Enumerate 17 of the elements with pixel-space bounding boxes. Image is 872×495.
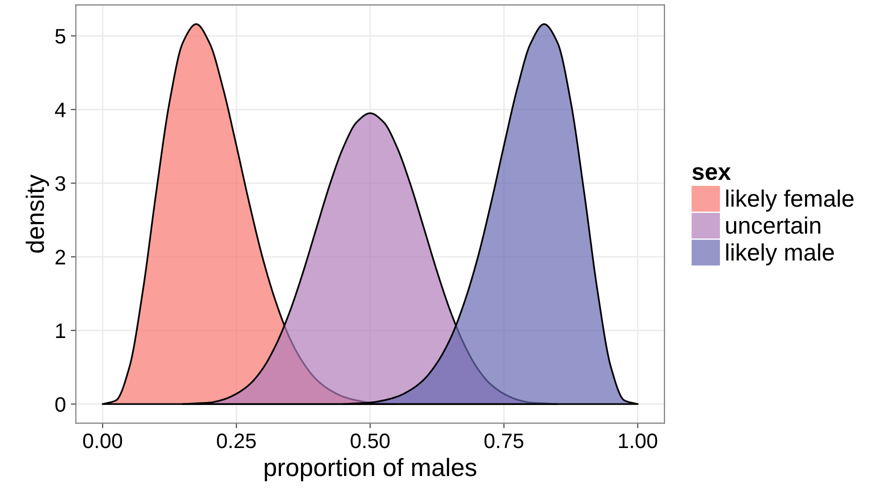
y-tick-label: 5: [55, 29, 66, 44]
y-tick-label: 4: [55, 102, 66, 118]
x-tick-label: 0.75: [484, 433, 524, 448]
x-axis-title: proportion of males: [264, 458, 476, 482]
legend-label: uncertain: [726, 216, 820, 234]
legend-label: likely male: [726, 243, 834, 266]
x-tick-label: 0.00: [83, 433, 122, 448]
y-tick-label: 2: [56, 250, 66, 264]
y-tick-label: 1: [56, 324, 66, 338]
x-tick-label: 0.50: [350, 433, 390, 448]
y-tick-label: 3: [55, 176, 66, 191]
y-axis-title: density: [26, 174, 49, 253]
x-tick-label: 1.00: [619, 433, 658, 448]
y-tick-label: 0: [55, 397, 66, 412]
legend-title: sex: [692, 167, 731, 180]
legend-label: likely female: [726, 190, 854, 212]
x-tick-label: 0.25: [216, 433, 256, 448]
